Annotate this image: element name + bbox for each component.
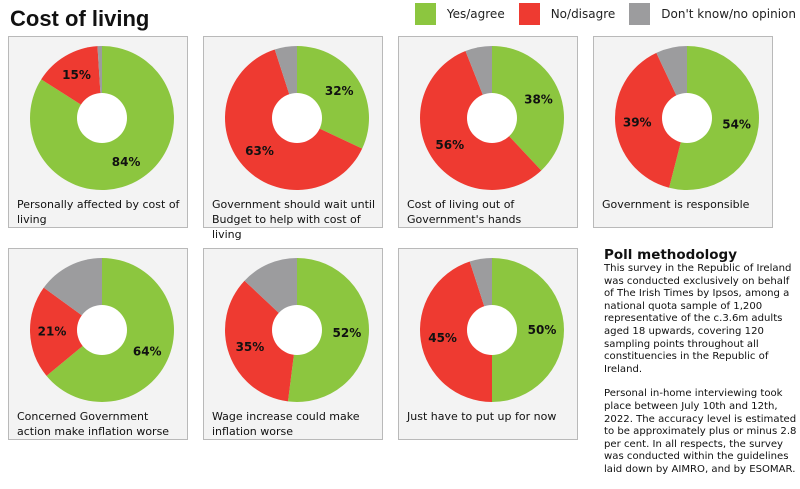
donut-hole xyxy=(77,93,127,143)
data-label: 32% xyxy=(325,84,354,98)
donut-chart: 52% 35% xyxy=(225,258,369,402)
data-label: 21% xyxy=(38,325,67,339)
chart-caption: Government is responsible xyxy=(602,198,750,211)
donut-hole xyxy=(662,93,712,143)
donut-chart: 38% 56% xyxy=(420,46,564,190)
donut-hole xyxy=(272,93,322,143)
donut-slice-yes xyxy=(492,258,564,402)
legend-label: No/disagre xyxy=(550,7,616,21)
chart-caption: Concerned Government action make inflati… xyxy=(17,410,170,438)
data-label: 63% xyxy=(245,144,274,158)
data-label: 39% xyxy=(623,116,652,130)
donut-panel: 84% 15% Personally affected by cost of liv… xyxy=(8,36,188,228)
data-label: 45% xyxy=(428,331,457,345)
donut-hole xyxy=(467,305,517,355)
donut-slice-no xyxy=(615,52,687,188)
donut-panel: 32% 63% Government should wait until Budge… xyxy=(203,36,383,241)
chart-caption: Cost of living out of Government's hands xyxy=(407,198,522,226)
chart-caption: Wage increase could make inflation worse xyxy=(212,410,360,438)
donut-panel: 52% 35% Wage increase could make inflation… xyxy=(203,248,383,440)
donut-chart: 54% 39% xyxy=(615,46,759,190)
donut-hole xyxy=(77,305,127,355)
legend-label: Yes/agree xyxy=(446,7,505,21)
legend-swatch-dontknow xyxy=(629,3,651,25)
donut-panel: 64% 21% Concerned Government action make i… xyxy=(8,248,188,440)
donut-chart: 84% 15% xyxy=(29,46,175,190)
data-label: 35% xyxy=(236,340,265,354)
donut-slice-yes xyxy=(492,46,564,171)
legend-label: Don't know/no opinion xyxy=(661,7,796,21)
legend-no: No/disagre xyxy=(518,3,616,25)
data-label: 38% xyxy=(524,93,553,107)
legend-swatch-yes xyxy=(414,3,436,25)
data-label: 84% xyxy=(112,155,141,169)
donut-hole xyxy=(467,93,517,143)
donut-slice-no xyxy=(30,287,102,376)
donut-hole xyxy=(272,305,322,355)
page-title: Cost of living xyxy=(10,6,150,31)
data-label: 52% xyxy=(333,326,362,340)
data-label: 64% xyxy=(133,344,162,358)
legend-yes: Yes/agree xyxy=(414,3,505,25)
donut-slice-yes xyxy=(669,46,759,190)
methodology-paragraph: Personal in-home interviewing took place… xyxy=(604,388,797,475)
data-label: 56% xyxy=(435,138,464,152)
donut-panel: 50% 45% Just have to put up for now xyxy=(398,248,578,440)
legend: Yes/agree No/disagre Don't know/no opini… xyxy=(401,3,796,25)
methodology-paragraph: This survey in the Republic of Ireland w… xyxy=(604,263,792,375)
data-label: 15% xyxy=(62,68,91,82)
chart-caption: Government should wait until Budget to h… xyxy=(212,198,376,241)
legend-dontknow: Don't know/no opinion xyxy=(629,3,796,25)
donut-chart: 32% 63% xyxy=(225,46,369,191)
chart-caption: Just have to put up for now xyxy=(407,410,557,423)
chart-caption: Personally affected by cost of living xyxy=(17,198,180,226)
donut-slice-yes xyxy=(287,258,369,402)
donut-slice-no xyxy=(225,280,297,402)
methodology-heading: Poll methodology xyxy=(604,247,737,263)
data-label: 54% xyxy=(722,117,751,131)
donut-panel: 54% 39% Government is responsible xyxy=(593,36,773,228)
donut-chart: 64% 21% xyxy=(30,258,174,402)
donut-panel: 38% 56% Cost of living out of Government's… xyxy=(398,36,578,228)
donut-slice-no xyxy=(420,261,492,402)
poll-methodology: Poll methodology This survey in the Repu… xyxy=(604,248,798,489)
data-label: 50% xyxy=(528,323,557,337)
donut-chart: 50% 45% xyxy=(420,258,564,402)
legend-swatch-no xyxy=(518,3,540,25)
